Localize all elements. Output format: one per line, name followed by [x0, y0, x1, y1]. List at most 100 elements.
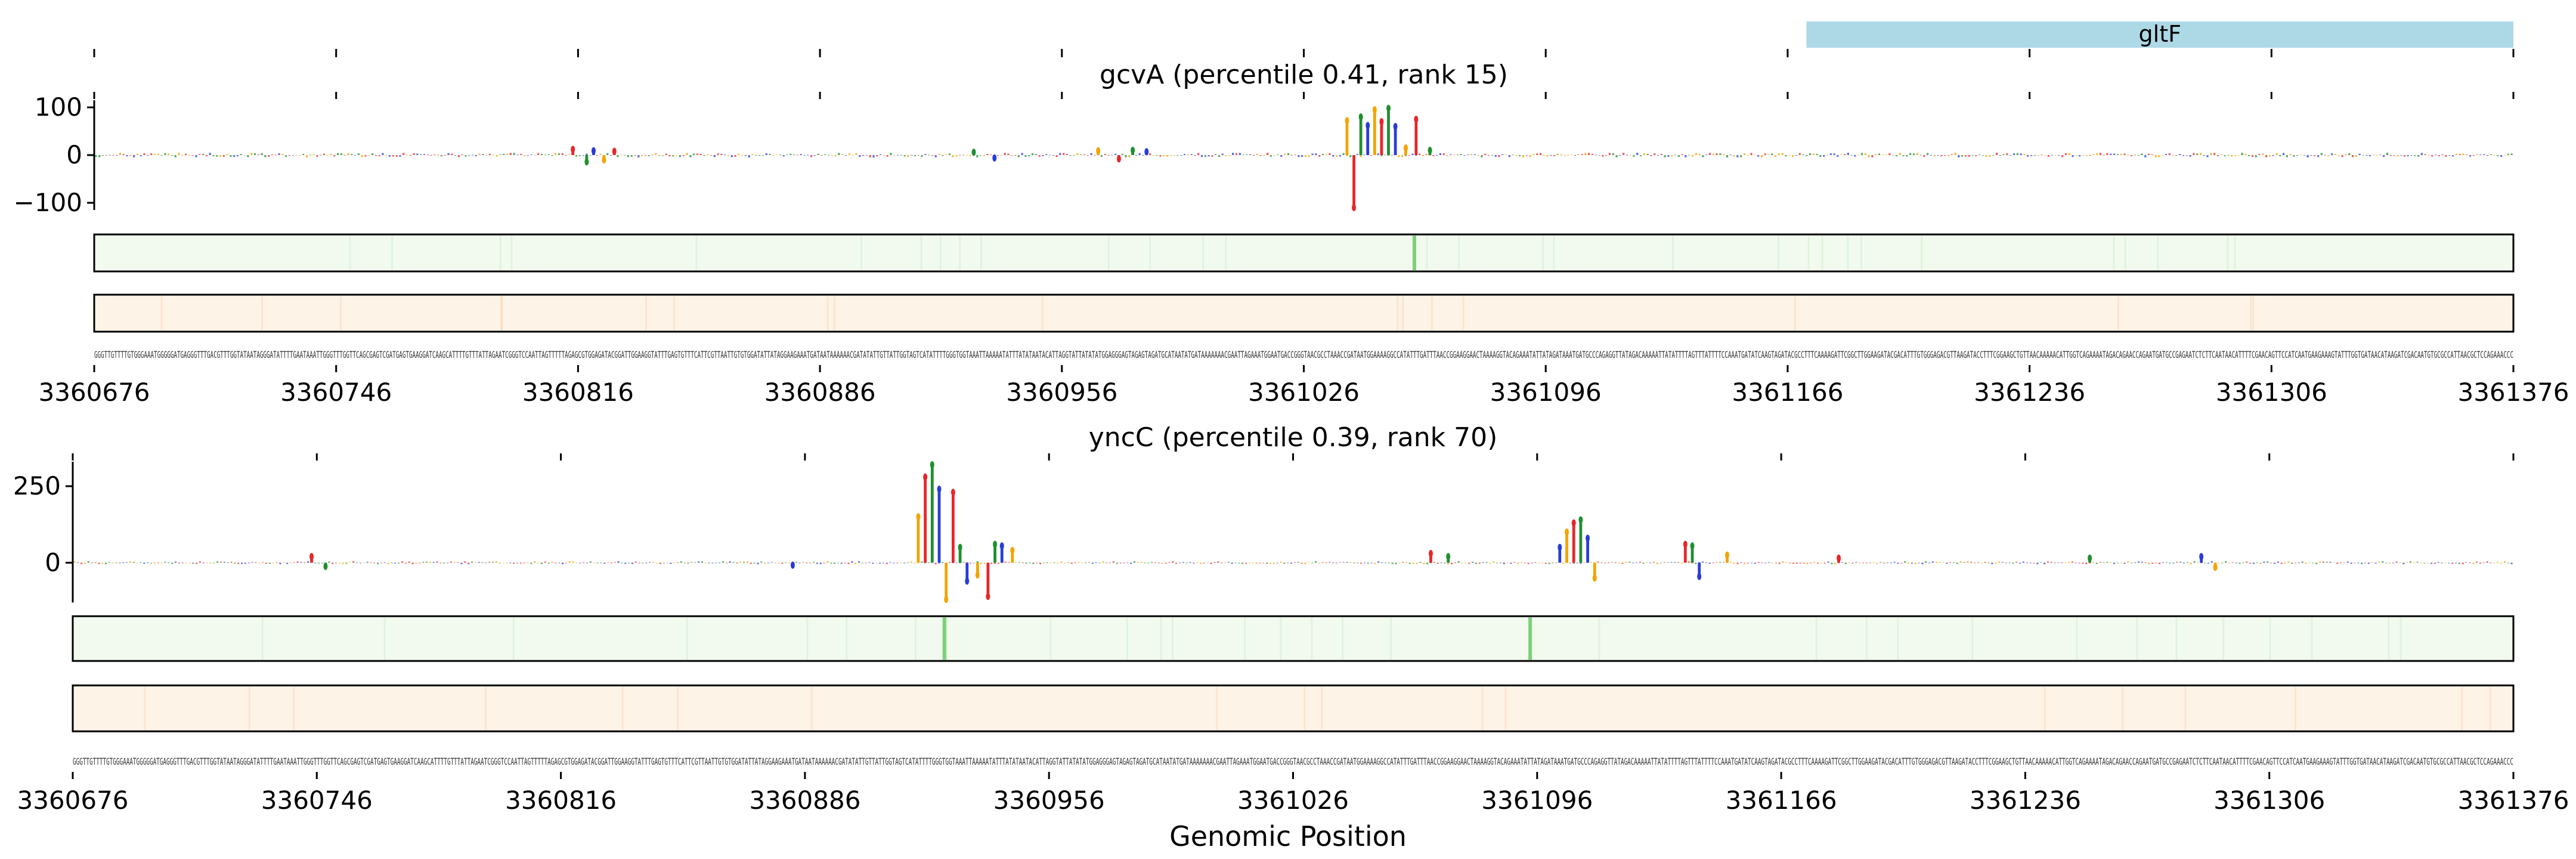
- baseline-mark: [911, 155, 913, 156]
- baseline-mark: [1539, 153, 1542, 155]
- baseline-mark: [813, 155, 816, 156]
- baseline-mark: [1425, 154, 1428, 155]
- baseline-mark: [1008, 562, 1010, 563]
- peak-bar: [1429, 553, 1432, 563]
- baseline-mark: [1052, 155, 1054, 156]
- baseline-mark: [1940, 155, 1943, 157]
- baseline-mark: [2393, 155, 2395, 156]
- baseline-mark: [2099, 153, 2102, 155]
- baseline-mark: [192, 563, 194, 564]
- baseline-mark: [1423, 563, 1425, 564]
- baseline-mark: [1232, 153, 1234, 155]
- baseline-mark: [903, 155, 906, 157]
- baseline-mark: [965, 155, 968, 156]
- baseline-mark: [495, 561, 498, 563]
- track-stripe: [2124, 236, 2126, 270]
- baseline-mark: [599, 153, 602, 155]
- baseline-mark: [993, 563, 996, 564]
- baseline-mark: [1035, 154, 1037, 155]
- baseline-mark: [2451, 563, 2454, 564]
- baseline-mark: [1995, 153, 1998, 155]
- peak-bar: [1366, 125, 1370, 155]
- baseline-mark: [738, 153, 740, 155]
- baseline-mark: [2259, 563, 2262, 564]
- baseline-mark: [603, 563, 606, 564]
- baseline-mark: [1550, 155, 1552, 156]
- baseline-mark: [1332, 155, 1335, 157]
- baseline-mark: [869, 155, 871, 157]
- baseline-mark: [1457, 561, 1460, 563]
- track-stripe: [499, 236, 501, 270]
- baseline-mark: [2148, 563, 2150, 564]
- baseline-mark: [865, 155, 868, 156]
- baseline-mark: [540, 563, 543, 564]
- baseline-mark: [2082, 563, 2084, 564]
- baseline-mark: [1197, 153, 1200, 155]
- baseline-mark: [2044, 155, 2046, 156]
- peak-cap: [2213, 564, 2218, 571]
- baseline-mark: [506, 153, 509, 155]
- peak-cap: [1386, 104, 1391, 112]
- baseline-mark: [1872, 562, 1875, 563]
- baseline-mark: [374, 155, 377, 156]
- baseline-mark: [2476, 561, 2478, 563]
- track-stripe: [349, 236, 351, 270]
- baseline-mark: [1475, 563, 1478, 564]
- baseline-mark: [751, 154, 754, 155]
- baseline-mark: [171, 155, 174, 156]
- baseline-mark: [1639, 155, 1642, 156]
- baseline-mark: [1308, 562, 1310, 563]
- baseline-mark: [2317, 155, 2320, 157]
- track-stripe: [939, 236, 942, 270]
- baseline-mark: [1429, 155, 1431, 156]
- baseline-mark: [240, 563, 243, 564]
- baseline-mark: [2176, 561, 2178, 563]
- baseline-mark: [2361, 563, 2363, 564]
- baseline-mark: [2206, 155, 2209, 157]
- baseline-mark: [701, 561, 704, 563]
- baseline-mark: [2095, 563, 2098, 564]
- baseline-mark: [742, 561, 745, 563]
- baseline-mark: [649, 562, 651, 563]
- baseline-mark: [87, 561, 89, 563]
- baseline-mark: [1650, 155, 1652, 156]
- sequence-text: GGGTTGTTTTGTGGGAAATGGGGGATGAGGGTTTGACGTT…: [73, 756, 2513, 767]
- baseline-mark: [2085, 563, 2088, 564]
- baseline-mark: [1847, 153, 1849, 155]
- baseline-mark: [1069, 155, 1072, 156]
- baseline-mark: [872, 563, 874, 564]
- baseline-mark: [112, 155, 114, 156]
- baseline-mark: [2402, 563, 2405, 564]
- peak-cap: [1592, 574, 1597, 582]
- track-stripe: [695, 236, 698, 270]
- baseline-mark: [1038, 155, 1041, 157]
- baseline-mark: [1931, 561, 1934, 563]
- baseline-mark: [1580, 563, 1582, 564]
- baseline-mark: [1864, 153, 1866, 155]
- baseline-mark: [1360, 155, 1362, 157]
- baseline-mark: [1726, 155, 1729, 157]
- baseline-mark: [1470, 154, 1473, 155]
- baseline-mark: [136, 153, 139, 155]
- baseline-mark: [1716, 561, 1718, 563]
- baseline-mark: [336, 153, 339, 155]
- baseline-mark: [450, 561, 453, 563]
- baseline-mark: [2023, 154, 2026, 155]
- baseline-mark: [219, 561, 222, 563]
- baseline-mark: [694, 562, 696, 563]
- baseline-mark: [2268, 155, 2271, 157]
- peak-bar: [1690, 546, 1694, 563]
- baseline-mark: [1367, 563, 1369, 564]
- baseline-mark: [2127, 561, 2129, 563]
- baseline-mark: [408, 561, 410, 563]
- baseline-mark: [1463, 155, 1466, 156]
- peak-cap: [992, 154, 997, 162]
- baseline-mark: [1695, 563, 1697, 564]
- baseline-mark: [216, 561, 219, 563]
- baseline-mark: [268, 563, 271, 564]
- baseline-mark: [2503, 561, 2506, 563]
- track-stripe: [2399, 617, 2402, 660]
- baseline-mark: [2244, 153, 2247, 155]
- baseline-mark: [1498, 155, 1500, 157]
- track-stripe: [1598, 617, 1600, 660]
